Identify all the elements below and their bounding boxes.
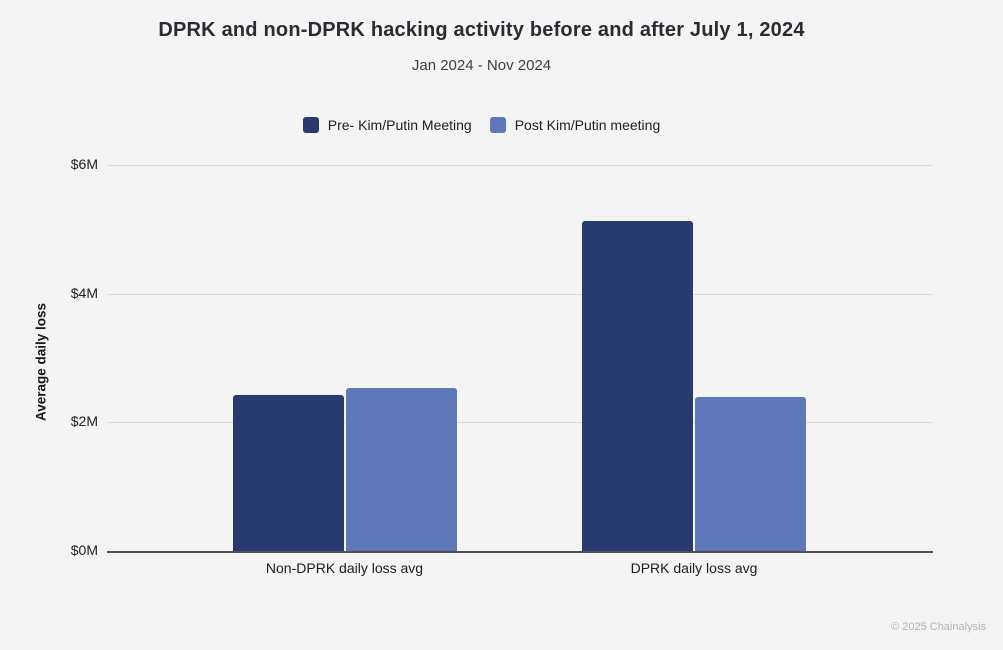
attribution-text: © 2025 Chainalysis bbox=[891, 621, 986, 633]
gridline-4m bbox=[107, 293, 933, 295]
legend-swatch-post-icon bbox=[489, 117, 506, 133]
legend-label-post: Post Kim/Putin meeting bbox=[514, 117, 661, 133]
y-axis-tick-label: $4M bbox=[70, 284, 98, 301]
y-axis-tick-label: $0M bbox=[70, 542, 98, 558]
legend-label-pre: Pre- Kim/Putin Meeting bbox=[327, 117, 472, 133]
y-axis-tick-label: $6M bbox=[70, 156, 98, 172]
y-axis-title: Average daily loss bbox=[33, 302, 49, 422]
x-axis-category-label: Non-DPRK daily loss avg bbox=[265, 560, 424, 576]
x-axis-category-label: DPRK daily loss avg bbox=[630, 560, 758, 576]
bar-pre-kim-putin-meeting-dprk-daily-loss-avg bbox=[582, 220, 693, 551]
chart-title: DPRK and non-DPRK hacking activity befor… bbox=[158, 19, 805, 41]
gridline-6m bbox=[107, 165, 933, 166]
bar-post-kim-putin-meeting-non-dprk-daily-loss-avg bbox=[345, 388, 457, 551]
plot-area bbox=[107, 165, 933, 553]
legend-swatch-pre-icon bbox=[302, 117, 319, 133]
bar-post-kim-putin-meeting-dprk-daily-loss-avg bbox=[695, 396, 806, 551]
chart-subtitle: Jan 2024 - Nov 2024 bbox=[411, 57, 552, 74]
y-axis-tick-label: $2M bbox=[70, 413, 98, 430]
bar-pre-kim-putin-meeting-non-dprk-daily-loss-avg bbox=[232, 395, 344, 551]
legend-item-pre-kim-putin-meeting: Pre- Kim/Putin Meeting bbox=[302, 117, 472, 133]
legend-item-post-kim-putin-meeting: Post Kim/Putin meeting bbox=[489, 117, 661, 133]
gridline-2m bbox=[107, 422, 933, 424]
legend: Pre- Kim/Putin Meeting Post Kim/Putin me… bbox=[30, 117, 933, 133]
